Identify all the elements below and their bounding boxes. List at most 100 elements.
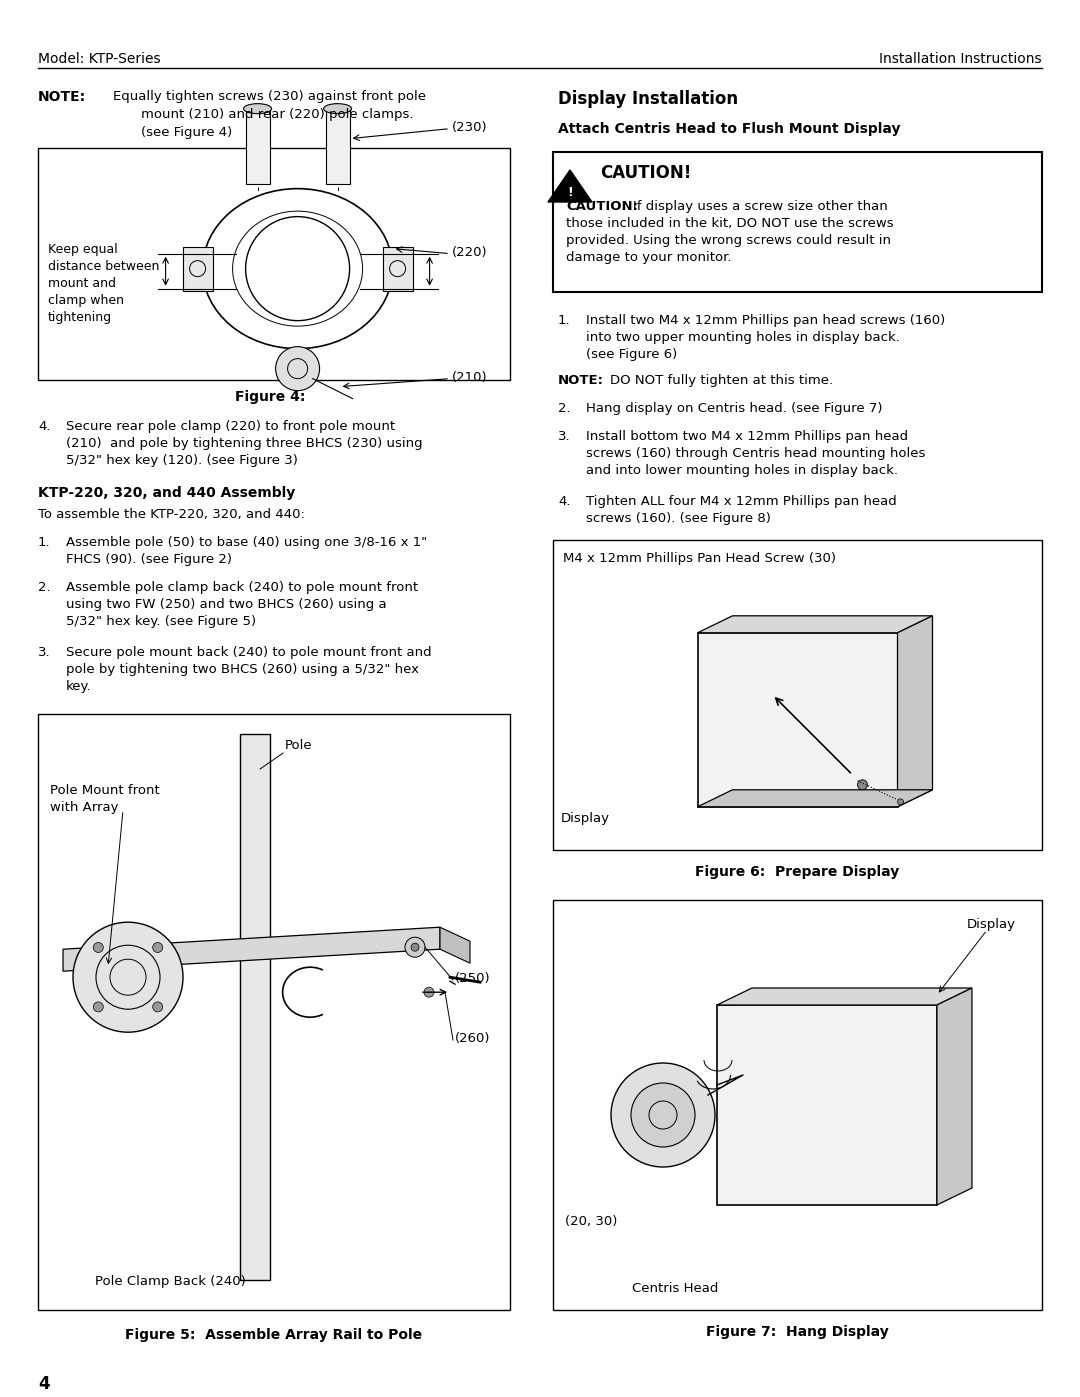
Ellipse shape — [244, 103, 271, 113]
Text: If display uses a screw size other than: If display uses a screw size other than — [633, 200, 888, 212]
Text: (20, 30): (20, 30) — [565, 1215, 618, 1228]
Text: CAUTION!: CAUTION! — [600, 163, 691, 182]
Polygon shape — [440, 928, 470, 963]
Text: Figure 5:  Assemble Array Rail to Pole: Figure 5: Assemble Array Rail to Pole — [125, 1329, 422, 1343]
Circle shape — [631, 1083, 696, 1147]
Text: key.: key. — [66, 680, 92, 693]
Text: CAUTION:: CAUTION: — [566, 200, 638, 212]
Text: Assemble pole (50) to base (40) using one 3/8-16 x 1": Assemble pole (50) to base (40) using on… — [66, 536, 428, 549]
Text: NOTE:: NOTE: — [38, 89, 86, 103]
Bar — [240, 733, 270, 1280]
Text: Secure pole mount back (240) to pole mount front and: Secure pole mount back (240) to pole mou… — [66, 645, 432, 659]
Polygon shape — [937, 988, 972, 1206]
Polygon shape — [698, 789, 932, 807]
Text: (210)  and pole by tightening three BHCS (230) using: (210) and pole by tightening three BHCS … — [66, 437, 422, 450]
Text: 5/32" hex key (120). (see Figure 3): 5/32" hex key (120). (see Figure 3) — [66, 454, 298, 467]
Text: into two upper mounting holes in display back.: into two upper mounting holes in display… — [586, 331, 900, 344]
Text: M4 x 12mm Phillips Pan Head Screw (30): M4 x 12mm Phillips Pan Head Screw (30) — [563, 552, 836, 564]
Polygon shape — [698, 633, 897, 807]
Text: Figure 4:: Figure 4: — [234, 390, 306, 404]
Text: Install bottom two M4 x 12mm Phillips pan head: Install bottom two M4 x 12mm Phillips pa… — [586, 430, 908, 443]
Text: Figure 7:  Hang Display: Figure 7: Hang Display — [705, 1324, 889, 1338]
Text: 4: 4 — [38, 1375, 50, 1393]
Text: 2.: 2. — [38, 581, 51, 594]
Bar — [183, 247, 213, 291]
Text: Hang display on Centris head. (see Figure 7): Hang display on Centris head. (see Figur… — [586, 402, 882, 415]
Text: screws (160). (see Figure 8): screws (160). (see Figure 8) — [586, 511, 771, 525]
Circle shape — [73, 922, 183, 1032]
Text: clamp when: clamp when — [48, 293, 124, 307]
Text: Centris Head: Centris Head — [632, 1282, 718, 1295]
Text: mount and: mount and — [48, 277, 116, 291]
Text: Display: Display — [967, 918, 1016, 930]
Circle shape — [411, 943, 419, 951]
Circle shape — [611, 1063, 715, 1166]
Text: NOTE:: NOTE: — [558, 374, 604, 387]
Text: Install two M4 x 12mm Phillips pan head screws (160): Install two M4 x 12mm Phillips pan head … — [586, 314, 945, 327]
Text: (210): (210) — [453, 370, 488, 384]
Circle shape — [152, 943, 163, 953]
Text: damage to your monitor.: damage to your monitor. — [566, 251, 731, 264]
Bar — [325, 109, 350, 183]
Text: Display Installation: Display Installation — [558, 89, 738, 108]
Text: provided. Using the wrong screws could result in: provided. Using the wrong screws could r… — [566, 235, 891, 247]
Text: Tighten ALL four M4 x 12mm Phillips pan head: Tighten ALL four M4 x 12mm Phillips pan … — [586, 495, 896, 509]
Text: Pole: Pole — [285, 739, 313, 752]
Text: 3.: 3. — [38, 645, 51, 659]
Circle shape — [152, 1002, 163, 1011]
Text: 4.: 4. — [558, 495, 570, 509]
Text: Pole Mount front: Pole Mount front — [50, 784, 160, 798]
Text: distance between: distance between — [48, 260, 160, 272]
Circle shape — [897, 799, 904, 805]
Bar — [38, 714, 510, 1310]
Text: pole by tightening two BHCS (260) using a 5/32" hex: pole by tightening two BHCS (260) using … — [66, 664, 419, 676]
Text: KTP-220, 320, and 440 Assembly: KTP-220, 320, and 440 Assembly — [38, 486, 295, 500]
Text: mount (210) and rear (220) pole clamps.: mount (210) and rear (220) pole clamps. — [141, 108, 414, 122]
Text: those included in the kit, DO NOT use the screws: those included in the kit, DO NOT use th… — [566, 217, 893, 231]
Text: Pole Clamp Back (240): Pole Clamp Back (240) — [95, 1275, 245, 1288]
Text: 4.: 4. — [38, 420, 51, 433]
Text: Equally tighten screws (230) against front pole: Equally tighten screws (230) against fro… — [113, 89, 426, 103]
Text: Display: Display — [561, 812, 610, 826]
Polygon shape — [548, 170, 592, 203]
Text: Model: KTP-Series: Model: KTP-Series — [38, 52, 161, 66]
Bar — [245, 109, 270, 183]
Bar — [553, 900, 1042, 1310]
Text: Secure rear pole clamp (220) to front pole mount: Secure rear pole clamp (220) to front po… — [66, 420, 395, 433]
Text: (see Figure 6): (see Figure 6) — [586, 348, 677, 360]
Text: using two FW (250) and two BHCS (260) using a: using two FW (250) and two BHCS (260) us… — [66, 598, 387, 610]
Text: 5/32" hex key. (see Figure 5): 5/32" hex key. (see Figure 5) — [66, 615, 256, 629]
Circle shape — [424, 988, 434, 997]
Text: (250): (250) — [455, 972, 490, 985]
Text: 3.: 3. — [558, 430, 570, 443]
Circle shape — [405, 937, 426, 957]
Polygon shape — [698, 616, 932, 633]
Text: with Array: with Array — [50, 800, 119, 814]
Text: To assemble the KTP-220, 320, and 440:: To assemble the KTP-220, 320, and 440: — [38, 509, 305, 521]
Text: (220): (220) — [453, 246, 488, 258]
Circle shape — [93, 1002, 104, 1011]
Text: Keep equal: Keep equal — [48, 243, 118, 256]
Polygon shape — [897, 616, 932, 807]
Text: (260): (260) — [455, 1032, 490, 1045]
Polygon shape — [717, 988, 972, 1004]
Bar — [553, 152, 1042, 292]
Circle shape — [275, 346, 320, 391]
Text: screws (160) through Centris head mounting holes: screws (160) through Centris head mounti… — [586, 447, 926, 460]
Circle shape — [858, 780, 867, 789]
Text: 1.: 1. — [38, 536, 51, 549]
Text: (see Figure 4): (see Figure 4) — [141, 126, 232, 138]
Text: Installation Instructions: Installation Instructions — [879, 52, 1042, 66]
Text: tightening: tightening — [48, 312, 112, 324]
Bar — [553, 541, 1042, 849]
Bar — [382, 247, 413, 291]
Bar — [38, 148, 510, 380]
Text: DO NOT fully tighten at this time.: DO NOT fully tighten at this time. — [610, 374, 833, 387]
Polygon shape — [63, 928, 440, 971]
Text: 1.: 1. — [558, 314, 570, 327]
Text: 2.: 2. — [558, 402, 570, 415]
Text: (230): (230) — [453, 120, 488, 134]
Circle shape — [93, 943, 104, 953]
Text: !: ! — [567, 186, 572, 198]
Text: FHCS (90). (see Figure 2): FHCS (90). (see Figure 2) — [66, 553, 232, 566]
